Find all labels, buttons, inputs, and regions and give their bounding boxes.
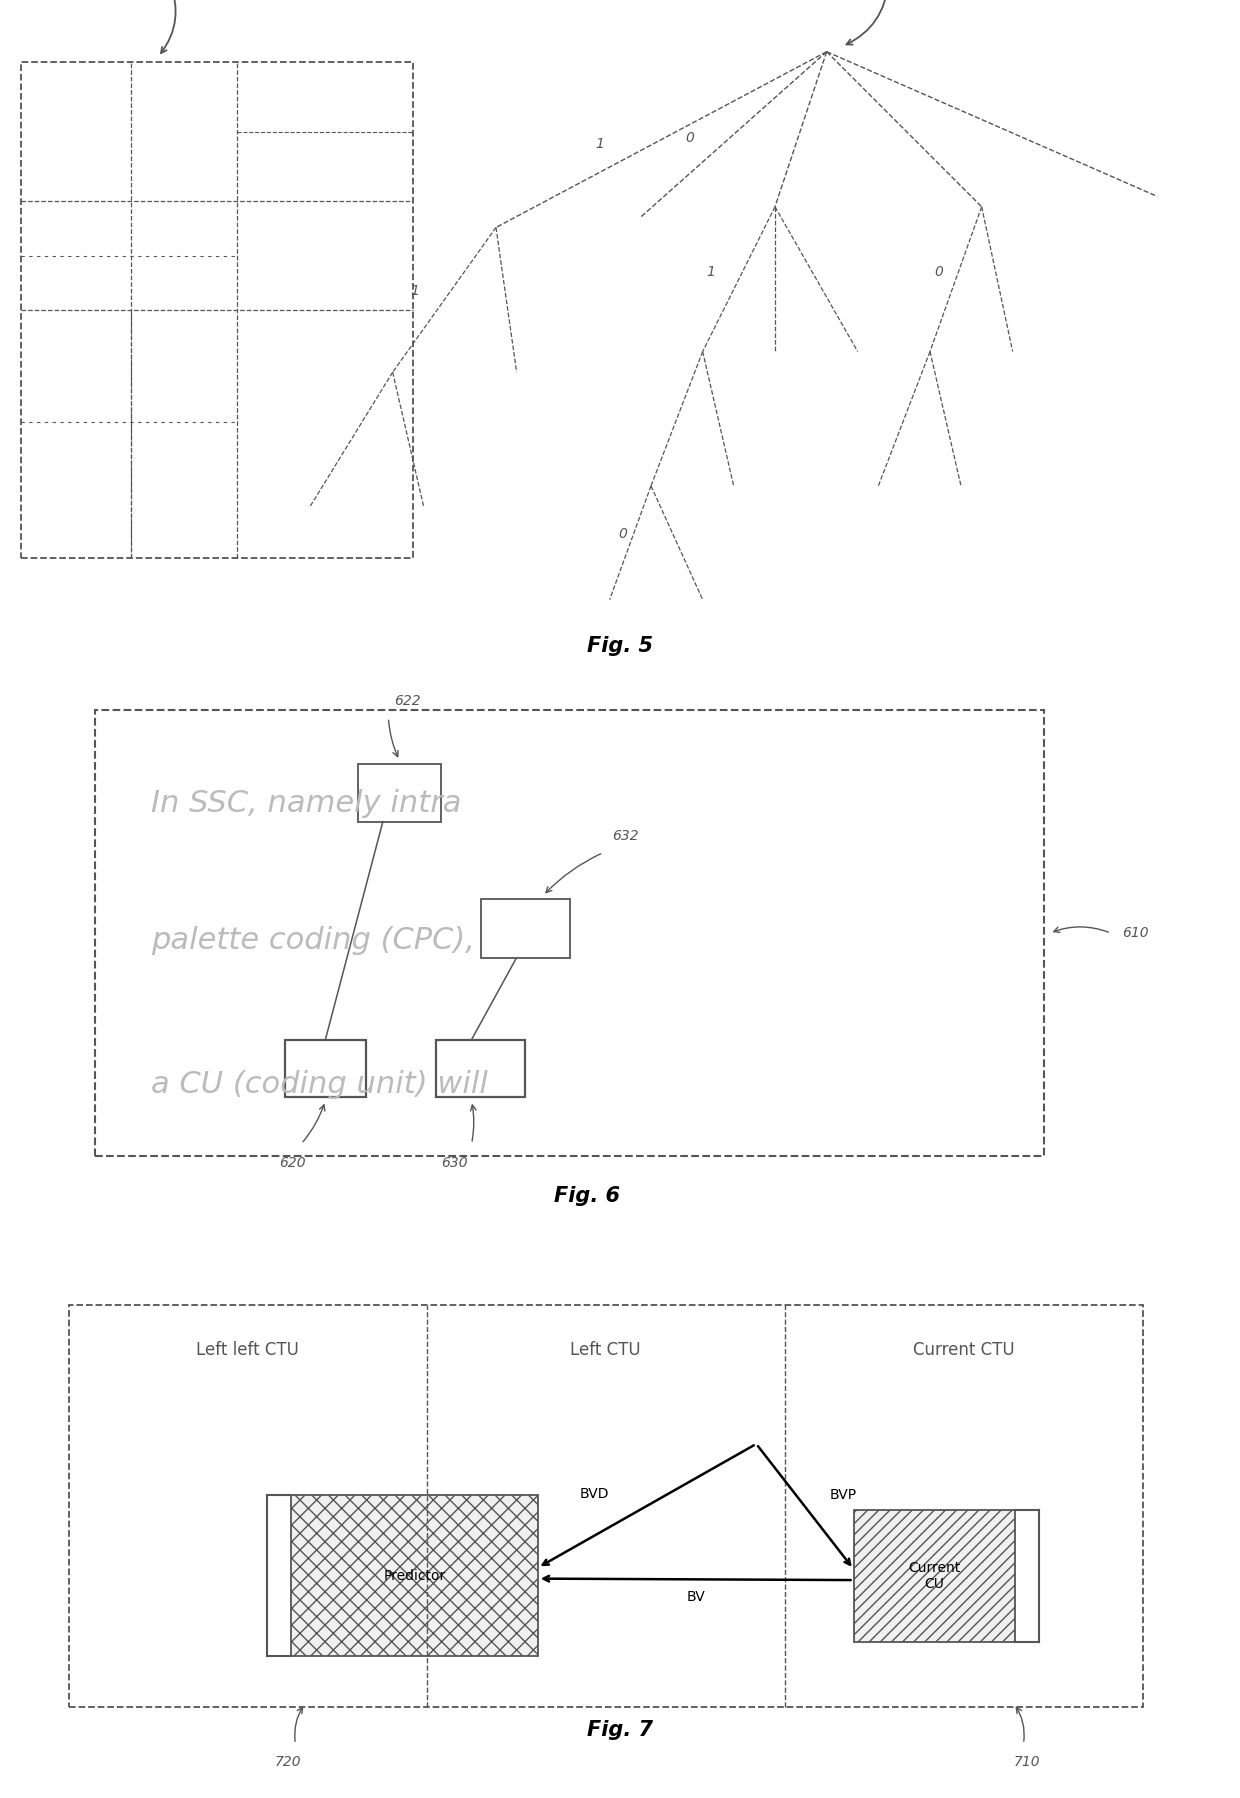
Bar xyxy=(853,1510,1016,1642)
Text: 622: 622 xyxy=(394,694,420,708)
Text: Fig. 7: Fig. 7 xyxy=(587,1721,653,1740)
Text: 720: 720 xyxy=(275,1755,301,1769)
Text: 0: 0 xyxy=(935,264,944,279)
Bar xyxy=(358,764,441,822)
Text: 1: 1 xyxy=(410,284,419,298)
Text: 632: 632 xyxy=(613,829,639,843)
Text: BVD: BVD xyxy=(580,1487,610,1501)
Text: Predictor: Predictor xyxy=(383,1568,445,1582)
Text: palette coding (CPC),: palette coding (CPC), xyxy=(151,926,475,955)
Text: 0: 0 xyxy=(618,527,626,541)
Text: a CU (coding unit) will: a CU (coding unit) will xyxy=(151,1070,489,1099)
Text: Current
CU: Current CU xyxy=(908,1561,961,1591)
Bar xyxy=(68,1305,1143,1708)
Text: Left left CTU: Left left CTU xyxy=(196,1341,299,1359)
Text: In SSC, namely intra: In SSC, namely intra xyxy=(151,789,461,818)
Text: 1: 1 xyxy=(707,264,715,279)
Text: BV: BV xyxy=(687,1589,706,1604)
Text: 630: 630 xyxy=(441,1156,467,1170)
Bar xyxy=(21,61,413,557)
Text: Current CTU: Current CTU xyxy=(913,1341,1014,1359)
Text: Fig. 6: Fig. 6 xyxy=(553,1187,620,1206)
Text: BVP: BVP xyxy=(830,1489,857,1501)
Bar xyxy=(481,899,570,958)
Bar xyxy=(436,1039,526,1097)
Text: 1: 1 xyxy=(595,137,605,151)
Bar xyxy=(95,710,1044,1156)
Text: 610: 610 xyxy=(1122,926,1148,940)
Bar xyxy=(285,1039,366,1097)
Text: 620: 620 xyxy=(280,1156,306,1170)
Text: 0: 0 xyxy=(686,131,694,146)
Text: Fig. 5: Fig. 5 xyxy=(587,636,653,656)
Text: Left CTU: Left CTU xyxy=(570,1341,641,1359)
Text: 710: 710 xyxy=(1014,1755,1040,1769)
Bar xyxy=(290,1496,538,1656)
